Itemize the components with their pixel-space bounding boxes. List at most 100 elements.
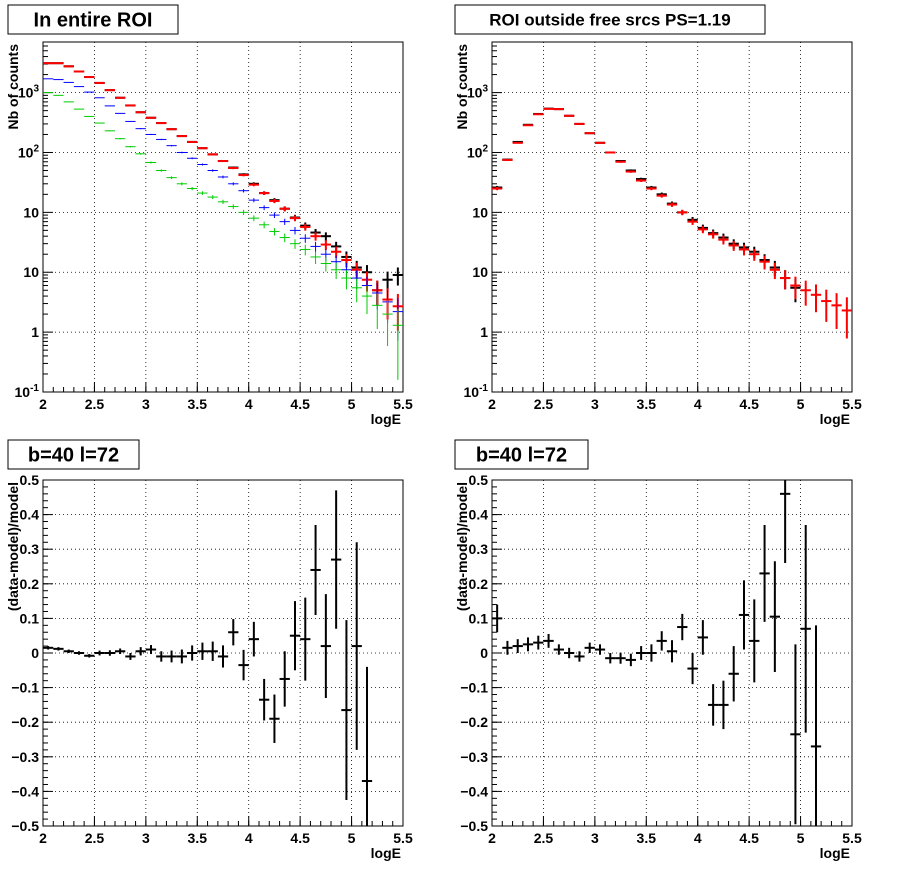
data-point [300,597,311,681]
data-point [584,642,595,653]
data-point [156,122,167,125]
data-point [289,239,301,249]
data-point [197,642,208,660]
data-point [738,244,750,256]
data-point [738,580,750,650]
data-point [759,255,770,270]
y-tick-label: 10 [23,264,39,280]
data-point [248,215,259,222]
data-point [749,248,760,261]
y-tick-label-base: 10 [15,384,31,400]
chart-title: b=40 l=72 [28,445,119,467]
y-tick-label: 1 [480,324,488,340]
y-tick-label: 0.2 [20,576,40,592]
data-point [553,644,564,655]
data-point [718,680,729,730]
data-point [310,251,321,264]
data-point [605,151,616,154]
data-point [228,166,239,170]
data-point [502,158,513,161]
y-tick-label: 103 [467,84,489,101]
y-tick-label: −0.3 [460,749,488,765]
data-point [115,138,126,140]
series-1 [43,490,373,826]
data-point [207,153,218,156]
y-tick-label-base: 10 [472,264,488,280]
data-point [646,186,657,191]
x-tick-label: 5.5 [393,830,413,846]
data-point [769,561,780,673]
data-point [248,198,259,203]
y-tick-label-base: 10 [472,204,488,220]
data-point [145,133,157,136]
plot-frame [42,41,404,393]
data-point [289,215,301,222]
data-point [320,257,331,272]
data-point [156,169,167,172]
data-point [677,209,688,216]
data-point [207,195,218,200]
data-point [84,91,95,93]
y-tick-label-exponent: -1 [479,383,488,394]
data-point [533,635,544,650]
data-point [135,647,146,656]
data-point [749,599,760,683]
data-point [492,604,503,633]
data-point [269,227,280,236]
data-point [63,649,74,653]
data-point [73,108,85,110]
data-point [392,308,403,380]
data-point [300,234,311,243]
x-axis-label: logE [371,845,401,861]
y-tick-label: 0 [31,645,39,661]
data-point [697,620,708,655]
y-tick-label-base: 10 [467,85,483,101]
y-tick-label-base: 10 [18,144,34,160]
data-point [533,113,544,116]
data-point [697,225,708,234]
data-point [289,226,301,235]
x-tick-label: 4 [245,830,253,846]
data-point [217,175,229,179]
data-point [176,649,187,664]
chart-title: In entire ROI [34,10,153,32]
y-tick-label: 0 [480,645,488,661]
data-point [605,653,616,664]
data-point [135,152,146,155]
data-point [646,644,657,662]
y-tick-label-exponent: 3 [482,84,488,95]
data-point [197,147,208,150]
data-point [94,122,105,124]
y-tick-label: 10 [472,204,488,220]
y-tick-label: 0.2 [469,576,489,592]
data-point [615,160,626,163]
y-axis-label: (data-model)/model [454,482,470,611]
data-point [279,651,290,707]
data-point [279,218,290,225]
x-tick-label: 5 [348,396,356,412]
data-point [145,116,157,119]
data-point [310,524,321,615]
data-point [104,650,115,656]
data-point [708,684,719,726]
data-point [821,289,832,322]
y-tick-label: 0.4 [20,507,40,523]
data-point [207,641,218,661]
y-tick-label: −0.2 [460,714,488,730]
x-axis-label: logE [820,411,850,427]
data-point [492,186,503,191]
x-tick-label: 5.5 [393,396,413,412]
x-tick-label: 5.5 [842,396,862,412]
data-point [125,653,136,660]
y-tick-label: −0.1 [460,680,488,696]
data-point [512,141,523,144]
y-tick-label: 0.1 [469,610,489,626]
y-tick-label-base: 10 [464,384,480,400]
data-point [156,138,167,141]
data-point [841,297,852,339]
data-point [687,653,698,685]
data-point [666,202,678,207]
y-axis-label: Nb of counts [454,44,470,130]
data-point [176,182,187,186]
x-tick-label: 5 [797,830,805,846]
